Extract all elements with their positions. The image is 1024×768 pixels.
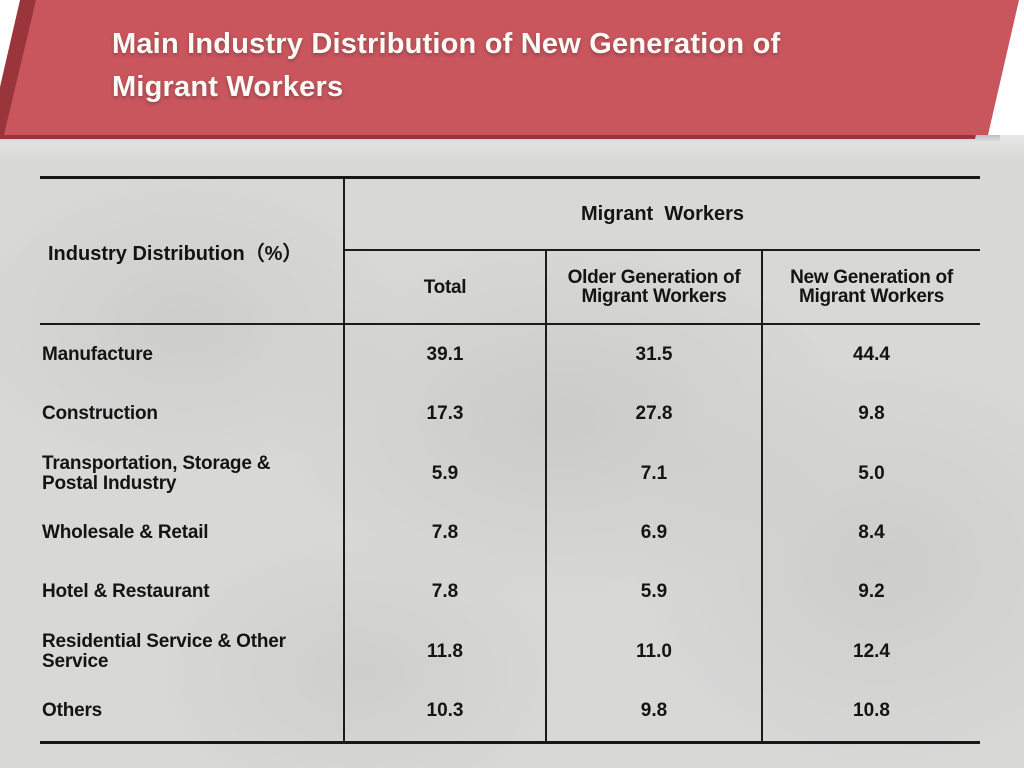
slide-title: Main Industry Distribution of New Genera… bbox=[112, 28, 781, 103]
title-banner: Main Industry Distribution of New Genera… bbox=[4, 0, 1019, 135]
cell-value: 8.4 bbox=[761, 503, 980, 563]
cell-value: 39.1 bbox=[426, 343, 464, 365]
cell-value: 44.4 bbox=[761, 325, 980, 385]
row-label-hotel-restaurant: Hotel & Restaurant bbox=[40, 562, 345, 623]
cell-value: 6.9 bbox=[545, 503, 761, 563]
cell-value: 17.3 bbox=[426, 403, 464, 425]
cell-value: 9.8 bbox=[761, 384, 980, 444]
row-label-others: Others bbox=[40, 681, 345, 741]
corner-header: Industry Distribution（%） bbox=[40, 179, 345, 325]
cell-value: 10.8 bbox=[761, 681, 980, 741]
row-label-wholesale-retail: Wholesale & Retail bbox=[40, 503, 345, 563]
col-header-older-generation: Older Generation of Migrant Workers bbox=[545, 251, 761, 325]
slide-background bbox=[0, 135, 1024, 768]
row-label-manufacture: Manufacture bbox=[40, 325, 345, 385]
cell-value: 5.9 bbox=[545, 562, 761, 623]
cell-value: 5.9 bbox=[431, 462, 459, 484]
cell-value: 31.5 bbox=[545, 325, 761, 385]
cell-value: 7.8 bbox=[431, 581, 459, 603]
cell-value: 11.8 bbox=[427, 640, 463, 662]
row-label-transportation: Transportation, Storage & Postal Industr… bbox=[40, 443, 345, 504]
cell-value: 7.1 bbox=[545, 443, 761, 504]
col-header-new-generation: New Generation of Migrant Workers bbox=[761, 251, 980, 325]
row-label-construction: Construction bbox=[40, 384, 345, 444]
industry-distribution-table: Industry Distribution（%） Migrant Workers… bbox=[40, 176, 980, 744]
cell-value: 9.2 bbox=[761, 562, 980, 623]
cell-value: 11.0 bbox=[545, 622, 761, 682]
cell-value: 10.3 bbox=[426, 700, 464, 722]
row-label-residential-service: Residential Service & Other Service bbox=[40, 622, 345, 682]
group-header-migrant-workers: Migrant Workers bbox=[345, 179, 980, 251]
cell-value: 7.8 bbox=[431, 521, 459, 543]
cell-value: 9.8 bbox=[545, 681, 761, 741]
cell-value: 5.0 bbox=[761, 443, 980, 504]
col-header-total: Total bbox=[345, 251, 545, 325]
cell-value: 12.4 bbox=[761, 622, 980, 682]
cell-value: 27.8 bbox=[545, 384, 761, 444]
